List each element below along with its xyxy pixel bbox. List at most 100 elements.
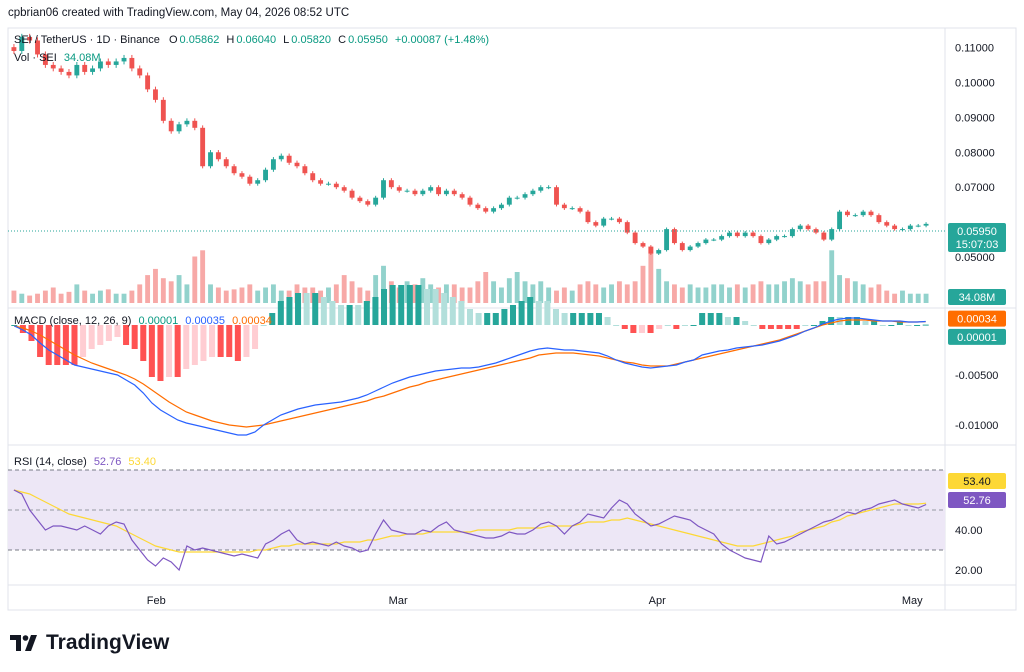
rsi-value-tag: 52.76 <box>963 495 991 507</box>
volume-bar <box>758 281 764 303</box>
macd-histogram-bar <box>329 301 336 325</box>
candle-body <box>829 229 835 240</box>
candle-body <box>326 183 331 185</box>
volume-bar <box>50 287 56 303</box>
macd-histogram-bar <box>62 325 69 365</box>
candle-body <box>97 61 103 69</box>
axis-labels: 0.11000 0.10000 0.09000 0.08000 0.07000 0.050… <box>147 42 1006 607</box>
candle-body <box>404 190 410 192</box>
candle-body <box>270 159 276 170</box>
tradingview-logo[interactable]: TradingView <box>10 631 169 655</box>
macd-histogram-bar <box>131 325 138 349</box>
macd-histogram-bar <box>776 325 783 329</box>
price-axis-label: 0.10000 <box>955 77 995 89</box>
macd-histogram-bar <box>166 325 173 377</box>
volume-bar <box>483 272 489 303</box>
volume-bar <box>357 287 363 303</box>
candle-body <box>318 180 324 184</box>
candle-body <box>703 239 709 244</box>
volume-bar <box>687 284 693 303</box>
volume-bar <box>915 293 921 303</box>
volume-bar <box>805 284 811 303</box>
candle-body <box>333 183 339 188</box>
volume-last-tag-bg <box>948 289 1006 305</box>
volume-bar <box>278 290 284 303</box>
macd-histogram-bar <box>613 325 620 326</box>
macd-histogram-bar <box>793 325 800 329</box>
macd-histogram-bar <box>234 325 241 361</box>
macd-histogram-bar <box>286 297 293 325</box>
candle-body <box>546 187 552 189</box>
candle-body <box>302 166 308 174</box>
candle-body <box>844 211 850 216</box>
candle-body <box>711 239 717 241</box>
macd-histogram-bar <box>759 325 766 329</box>
volume-bar <box>176 275 182 303</box>
candle-body <box>223 159 229 167</box>
candle-body <box>876 215 882 223</box>
macd-histogram-bar <box>458 301 465 325</box>
candle-body <box>412 190 418 195</box>
candle-body <box>113 61 119 65</box>
candle-body <box>90 68 96 72</box>
volume-label[interactable]: Vol · SEI <box>14 52 57 64</box>
symbol-label[interactable]: SEI / TetherUS · 1D · Binance <box>14 34 160 46</box>
candle-body <box>310 173 316 181</box>
candle-body <box>467 197 473 205</box>
volume-bar <box>318 290 324 303</box>
macd-histogram-bar <box>441 293 448 325</box>
volume-bar <box>593 284 599 303</box>
volume-bar <box>19 293 25 303</box>
macd-histogram-bar <box>690 325 697 326</box>
candle-body <box>66 71 72 76</box>
volume-bar <box>672 284 677 303</box>
candle-body <box>200 127 206 167</box>
macd-histogram-bar <box>346 305 353 325</box>
candle-body <box>11 47 17 51</box>
macd-histogram-bar <box>535 301 542 325</box>
candle-body <box>719 236 725 240</box>
volume-bar <box>695 287 701 303</box>
volume-bar <box>475 281 481 303</box>
candle-body <box>538 187 544 191</box>
macd-label[interactable]: MACD (close, 12, 26, 9) <box>14 315 132 327</box>
macd-hist-tag-bg <box>948 328 1006 345</box>
candle-body <box>837 211 843 230</box>
macd-histogram-bar <box>552 309 559 325</box>
volume-bar <box>766 284 772 303</box>
macd-histogram-bar <box>638 325 645 333</box>
macd-histogram-bar <box>716 313 723 325</box>
volume-bar <box>664 281 670 303</box>
candle-body <box>679 243 685 251</box>
candle-body <box>247 176 253 184</box>
volume-bar <box>145 275 151 303</box>
macd-histogram-bar <box>862 321 869 325</box>
open-value: 0.05862 <box>179 34 220 46</box>
candle-body <box>365 201 371 205</box>
candle-body <box>750 232 756 237</box>
candle-body <box>766 239 772 244</box>
volume-bar <box>884 290 890 303</box>
candle-body <box>286 155 292 163</box>
macd-histogram-bar <box>183 325 190 369</box>
candle-body <box>145 75 151 90</box>
volume-bar <box>876 284 882 303</box>
macd-histogram-bar <box>664 325 671 326</box>
rsi-label[interactable]: RSI (14, close) <box>14 456 87 468</box>
candle-body <box>129 57 135 69</box>
volume-bar <box>734 284 740 303</box>
volume-legend: Vol · SEI 34.08M <box>14 52 101 64</box>
price-axis-label: 0.07000 <box>955 182 995 194</box>
candle-body <box>569 208 575 210</box>
candle-body <box>664 229 670 251</box>
volume-bar <box>90 293 96 303</box>
volume-bar <box>852 281 858 303</box>
candle-body <box>239 173 245 177</box>
macd-histogram-bar <box>88 325 95 349</box>
candle-body <box>168 120 174 132</box>
candle-body <box>137 68 143 76</box>
volume-bar <box>907 293 913 303</box>
candle-body <box>616 218 622 223</box>
candle-body <box>852 215 858 217</box>
